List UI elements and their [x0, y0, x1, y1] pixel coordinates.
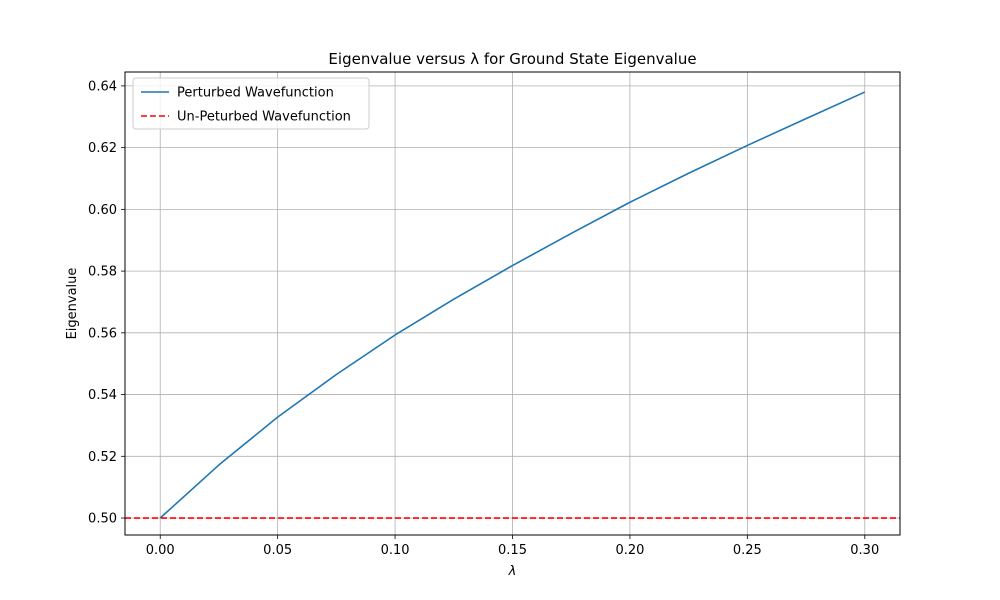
legend-label-unperturbed: Un-Peturbed Wavefunction	[177, 110, 351, 125]
x-axis-title: λ	[508, 564, 517, 579]
series-line-perturbed	[159, 91, 866, 519]
y-tick-label: 0.64	[88, 79, 117, 94]
x-tick-label: 0.15	[498, 543, 527, 558]
x-tick-label: 0.25	[733, 543, 762, 558]
x-tick-label: 0.30	[850, 543, 879, 558]
y-axis-title: Eigenvalue	[65, 268, 80, 340]
legend-label-perturbed: Perturbed Wavefunction	[177, 86, 334, 101]
series-layer	[125, 91, 900, 519]
y-tick-label: 0.56	[88, 326, 117, 341]
y-tick-label: 0.60	[88, 203, 117, 218]
y-tick-label: 0.54	[88, 388, 117, 403]
legend: Perturbed Wavefunction Un-Peturbed Wavef…	[132, 77, 370, 130]
y-tick-label: 0.50	[88, 512, 117, 527]
chart-title: Eigenvalue versus λ for Ground State Eig…	[328, 50, 696, 68]
x-tick-label: 0.05	[263, 543, 292, 558]
y-tick-label: 0.58	[88, 265, 117, 280]
x-tick-label: 0.10	[381, 543, 410, 558]
x-tick-label: 0.00	[146, 543, 175, 558]
y-tick-label: 0.52	[88, 450, 117, 465]
y-tick-label: 0.62	[88, 141, 117, 156]
x-tick-label: 0.20	[615, 543, 644, 558]
legend-box	[132, 77, 370, 130]
ticks: 0.00 0.05 0.10 0.15 0.20 0.25 0.30 0.50 0.52 0.54…	[88, 79, 879, 558]
